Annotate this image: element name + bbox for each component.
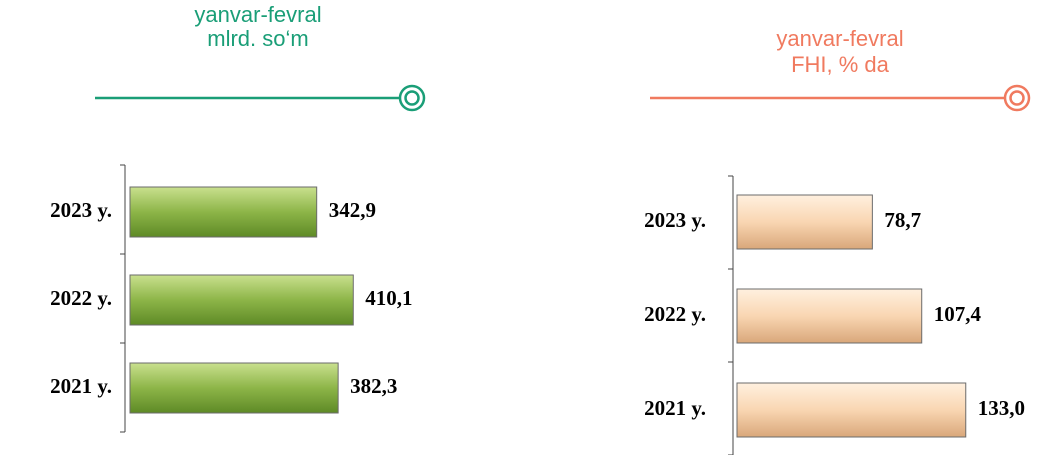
- value-label: 133,0: [978, 396, 1025, 420]
- bar: [129, 186, 318, 238]
- bar: [736, 288, 923, 344]
- rule-ring-inner: [404, 90, 420, 106]
- rule-ring-inner: [1009, 90, 1025, 106]
- chart-subtitle: FHI, % da: [791, 52, 890, 77]
- value-label: 107,4: [934, 302, 982, 326]
- rule-ring: [398, 84, 426, 112]
- chart-subtitle: mlrd. so‘m: [207, 26, 308, 51]
- category-label: 2021 y.: [644, 396, 706, 420]
- value-label: 78,7: [884, 208, 921, 232]
- value-label: 410,1: [365, 286, 412, 310]
- category-label: 2022 y.: [644, 302, 706, 326]
- bar: [736, 194, 873, 250]
- chart-title: yanvar-fevral: [776, 26, 903, 51]
- chart-title: yanvar-fevral: [194, 2, 321, 27]
- bar: [736, 382, 967, 438]
- category-label: 2022 y.: [50, 286, 112, 310]
- category-label: 2021 y.: [50, 374, 112, 398]
- bar: [129, 362, 339, 414]
- bar: [129, 274, 354, 326]
- category-label: 2023 y.: [644, 208, 706, 232]
- category-label: 2023 y.: [50, 198, 112, 222]
- value-label: 342,9: [329, 198, 376, 222]
- value-label: 382,3: [350, 374, 397, 398]
- rule-ring: [1003, 84, 1031, 112]
